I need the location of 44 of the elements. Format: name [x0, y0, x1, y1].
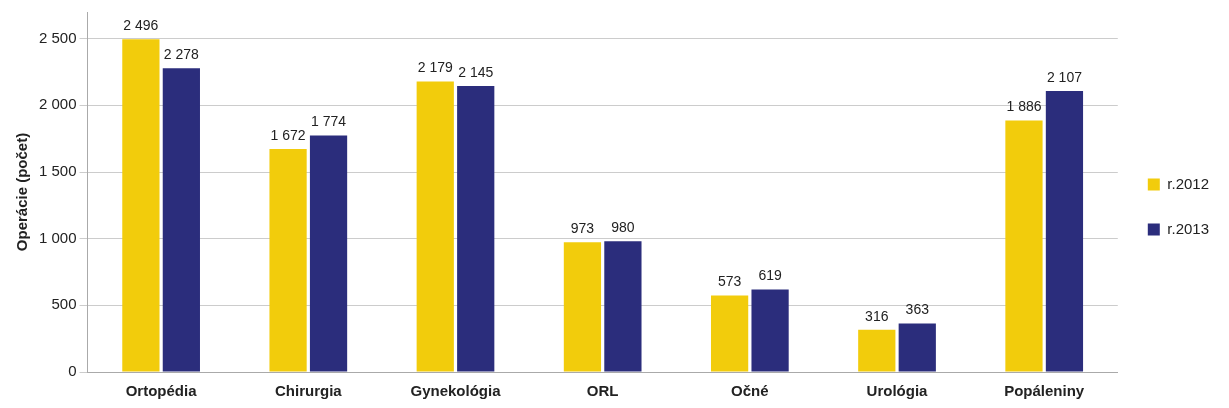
- bar: [1045, 91, 1084, 372]
- bar: [122, 39, 160, 372]
- data-label: 2 496: [123, 17, 159, 34]
- data-label: 316: [865, 307, 889, 324]
- bar: [898, 323, 936, 372]
- data-label: 980: [611, 219, 635, 236]
- x-tick-label: Očné: [731, 382, 769, 400]
- y-tick-label: 2 500: [38, 28, 77, 46]
- x-tick-label: Chirurgia: [274, 382, 343, 400]
- bar: [162, 68, 200, 372]
- y-tick-label: 0: [68, 362, 77, 380]
- data-label: 573: [717, 273, 742, 290]
- x-tick-label: Popáleniny: [1004, 382, 1085, 400]
- x-tick-label: Urológia: [866, 382, 929, 400]
- data-label: 2 278: [163, 46, 200, 63]
- bar: [457, 86, 495, 372]
- y-axis-title: Operácie (počet): [13, 132, 31, 252]
- y-tick-label: 2 000: [38, 95, 77, 113]
- bar: [309, 135, 348, 372]
- bar: [710, 295, 749, 372]
- data-label: 2 145: [458, 63, 494, 80]
- x-tick-label: Gynekológia: [410, 382, 502, 400]
- data-label: 1 672: [270, 126, 306, 143]
- y-tick-label: 500: [51, 295, 77, 313]
- bar: [563, 242, 602, 372]
- bar: [416, 81, 454, 372]
- y-tick-label: 1 000: [38, 228, 77, 246]
- x-tick-label: Ortopédia: [125, 382, 198, 400]
- data-label: 619: [758, 267, 782, 284]
- data-label: 2 107: [1046, 68, 1083, 85]
- bar: [269, 149, 307, 372]
- legend-label: r.2012: [1167, 174, 1210, 192]
- bar: [604, 241, 642, 372]
- bar: [1005, 120, 1043, 372]
- legend-label: r.2013: [1167, 219, 1210, 237]
- bar: [751, 289, 789, 372]
- bar: [858, 329, 896, 372]
- data-label: 1 886: [1006, 98, 1042, 115]
- x-tick-label: ORL: [586, 382, 619, 400]
- data-label: 2 179: [417, 59, 453, 76]
- y-tick-label: 1 500: [38, 162, 77, 180]
- data-label: 363: [905, 301, 930, 318]
- data-label: 973: [570, 220, 595, 237]
- data-label: 1 774: [311, 113, 347, 130]
